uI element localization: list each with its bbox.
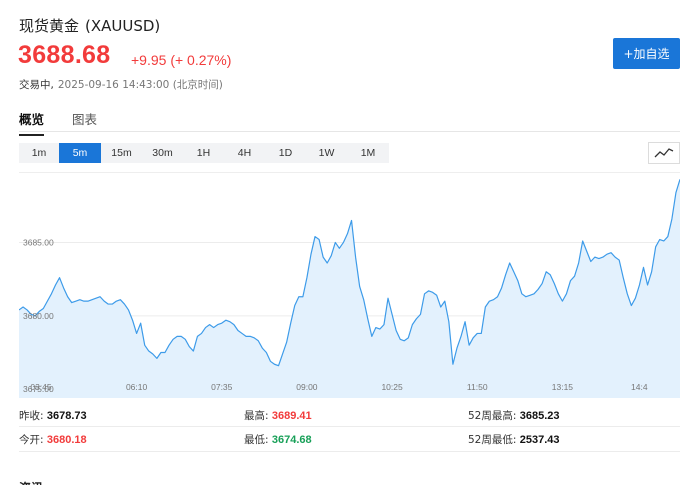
period-1mo[interactable]: 1M (360, 147, 376, 159)
status-label: 交易中, (19, 79, 54, 91)
stat-value: 3689.41 (271, 410, 312, 422)
status-time: 2025-09-16 14:43:00 (北京时间) (57, 79, 223, 91)
x-tick-label: 10:25 (381, 382, 403, 392)
price-line (19, 179, 680, 367)
period-30m[interactable]: 30m (152, 147, 173, 159)
period-15m[interactable]: 15m (111, 147, 132, 159)
current-price: 3688.68 (18, 41, 111, 69)
stat-prev-close: 昨收: 3678.73 (19, 408, 87, 423)
tab-overview[interactable]: 概览 (19, 109, 45, 136)
row-divider (19, 451, 680, 452)
stat-label: 昨收: (19, 410, 44, 422)
stat-label: 最低: (244, 434, 269, 446)
trading-status: 交易中, 2025-09-16 14:43:00 (北京时间) (19, 77, 223, 92)
price-area (19, 179, 680, 398)
stat-52w-high: 52周最高: 3685.23 (468, 408, 560, 423)
line-chart-icon (654, 148, 674, 158)
period-1d[interactable]: 1D (278, 147, 293, 159)
x-tick-label: 09:00 (296, 382, 318, 392)
period-1m[interactable]: 1m (31, 147, 47, 159)
period-1w[interactable]: 1W (318, 147, 335, 159)
y-tick-label: 3680.00 (23, 311, 54, 321)
stat-low: 最低: 3674.68 (244, 432, 312, 447)
x-tick-label: 06:10 (126, 382, 148, 392)
period-4h[interactable]: 4H (237, 147, 252, 159)
stat-label: 最高: (244, 410, 269, 422)
stat-value: 3685.23 (519, 410, 560, 422)
price-change: +9.95 (+ 0.27%) (131, 52, 232, 68)
view-tabs: 概览 图表 (19, 109, 97, 136)
tab-chart[interactable]: 图表 (72, 112, 98, 127)
stat-52w-low: 52周最低: 2537.43 (468, 432, 560, 447)
x-tick-label: 13:15 (552, 382, 574, 392)
period-selector: 1m 5m 15m 30m 1H 4H 1D 1W 1M (19, 143, 389, 163)
y-tick-label: 3675.00 (23, 384, 54, 394)
instrument-title: 现货黄金 (XAUUSD) (19, 15, 160, 36)
x-tick-label: 07:35 (211, 382, 233, 392)
tabs-divider (19, 131, 680, 132)
instrument-symbol: (XAUUSD) (85, 17, 161, 35)
x-tick-label: 14:4 (631, 382, 648, 392)
stat-value: 3674.68 (271, 434, 312, 446)
instrument-name: 现货黄金 (19, 17, 80, 35)
stat-label: 52周最低: (468, 434, 517, 446)
chart-type-button[interactable] (648, 142, 680, 164)
stats-row: 昨收: 3678.73 最高: 3689.41 52周最高: 3685.23 (19, 403, 680, 427)
stats-row: 今开: 3680.18 最低: 3674.68 52周最低: 2537.43 (19, 427, 680, 451)
stat-value: 2537.43 (519, 434, 560, 446)
add-watchlist-button[interactable]: +加自选 (613, 38, 680, 69)
stat-label: 今开: (19, 434, 44, 446)
stat-value: 3680.18 (46, 434, 87, 446)
period-1h[interactable]: 1H (196, 147, 211, 159)
x-tick-label: 11:50 (467, 382, 488, 392)
stat-high: 最高: 3689.41 (244, 408, 312, 423)
stat-open: 今开: 3680.18 (19, 432, 87, 447)
y-tick-label: 3685.00 (23, 237, 54, 247)
period-5m[interactable]: 5m (59, 143, 101, 163)
x-tick-label: 03:45 (30, 382, 52, 392)
stat-value: 3678.73 (46, 410, 87, 422)
stat-label: 52周最高: (468, 410, 517, 422)
news-section-heading: 资讯 (19, 479, 43, 485)
row-divider (19, 426, 680, 427)
